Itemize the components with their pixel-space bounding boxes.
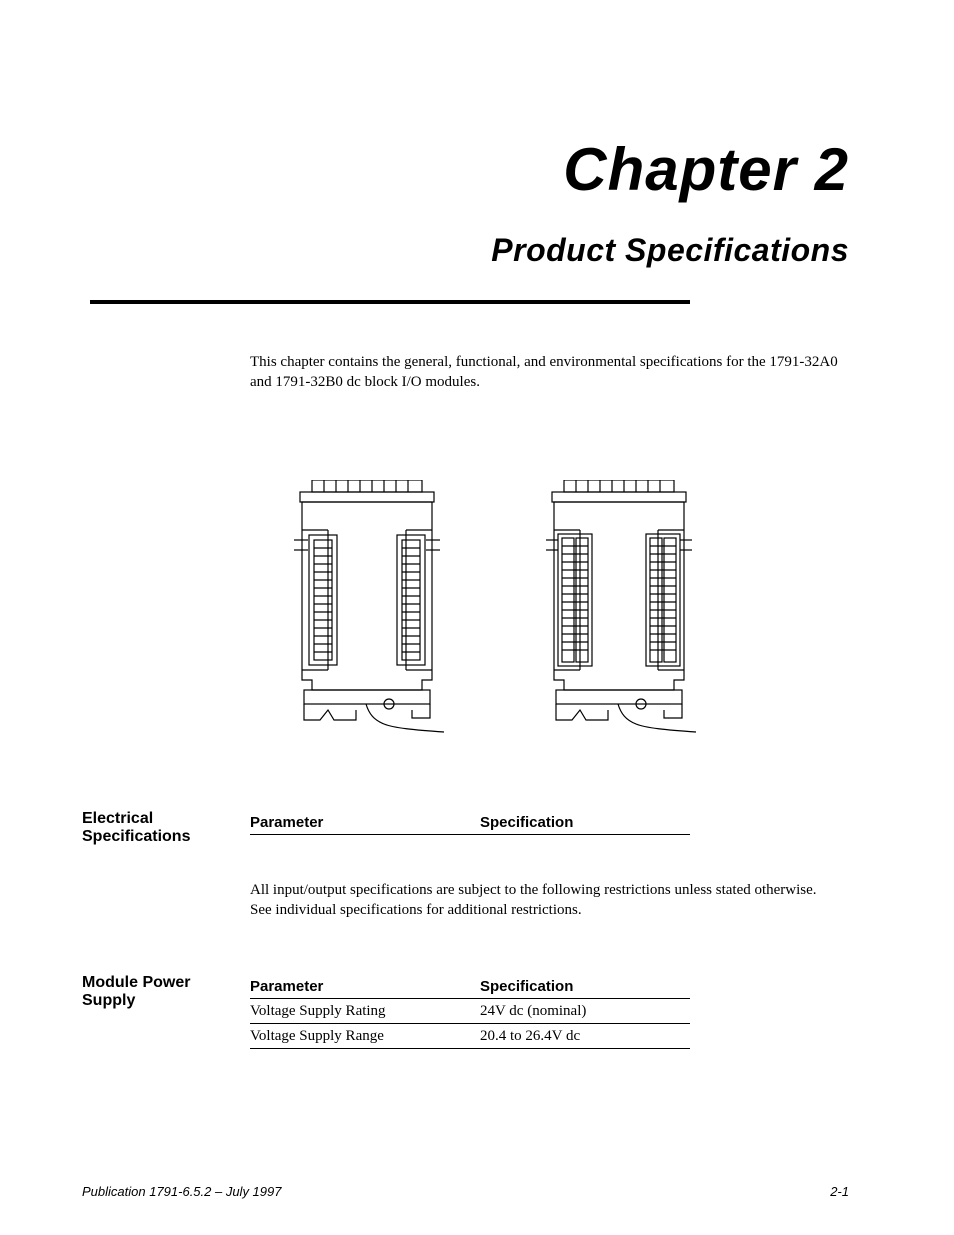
chapter-word: Chapter — [563, 136, 797, 203]
table-cell-specification: 20.4 to 26.4V dc — [480, 1028, 690, 1045]
table-row: Parameter Specification — [250, 810, 690, 835]
footer-publication: Publication 1791-6.5.2 – July 1997 — [82, 1184, 281, 1199]
page: Chapter 2 Product Specifications This ch… — [0, 0, 954, 1235]
table-row: Voltage Supply Rating 24V dc (nominal) — [250, 999, 690, 1024]
table-cell-parameter: Voltage Supply Range — [250, 1028, 480, 1045]
intro-paragraph: This chapter contains the general, funct… — [250, 352, 840, 393]
section-heading-power-supply: Module Power Supply — [82, 974, 242, 1010]
section-heading-electrical: Electrical Specifications — [82, 810, 242, 846]
table-power-supply: Parameter Specification Voltage Supply R… — [250, 974, 690, 1049]
table-header-parameter: Parameter — [250, 978, 480, 995]
footer-page-number: 2-1 — [830, 1184, 849, 1199]
module-diagram-16ch — [284, 480, 454, 744]
table-header-specification: Specification — [480, 978, 690, 995]
table-cell-specification: 24V dc (nominal) — [480, 1003, 690, 1020]
chapter-number: 2 — [815, 136, 849, 203]
table-row: Voltage Supply Range 20.4 to 26.4V dc — [250, 1024, 690, 1049]
module-diagram-32ch — [536, 480, 706, 744]
chapter-title: Product Specifications — [491, 232, 849, 269]
chapter-label: Chapter 2 — [563, 135, 849, 204]
table-row: Parameter Specification — [250, 974, 690, 999]
table-header-specification: Specification — [480, 814, 690, 831]
table-cell-parameter: Voltage Supply Rating — [250, 1003, 480, 1020]
table-electrical: Parameter Specification — [250, 810, 690, 835]
chapter-rule — [90, 300, 690, 304]
restrictions-paragraph: All input/output specifications are subj… — [250, 880, 840, 921]
module-diagrams — [284, 480, 706, 744]
table-header-parameter: Parameter — [250, 814, 480, 831]
